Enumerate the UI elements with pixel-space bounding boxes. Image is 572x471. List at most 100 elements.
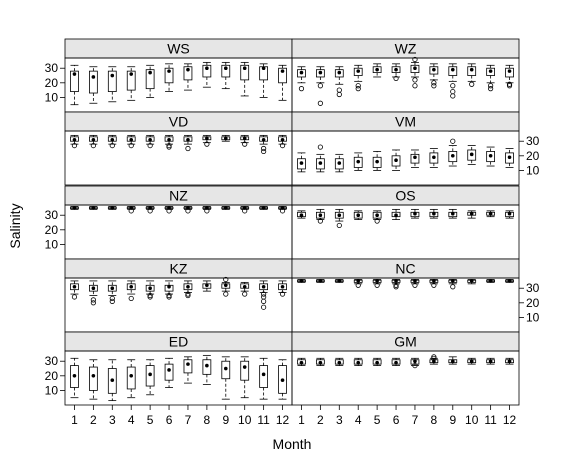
- median-dot: [261, 206, 266, 210]
- median-dot: [242, 136, 247, 141]
- panel-frame: [64, 277, 293, 333]
- box-body: [259, 365, 268, 388]
- median-dot: [432, 67, 436, 72]
- outlier-point: [147, 294, 153, 300]
- median-dot: [129, 374, 134, 378]
- outlier-point: [185, 145, 191, 152]
- outlier-point: [431, 355, 437, 361]
- outlier-point: [336, 91, 342, 98]
- x-tick-label: 4: [355, 413, 362, 427]
- outlier-point: [393, 282, 399, 288]
- outlier-point: [185, 208, 191, 214]
- outlier-point: [223, 276, 229, 283]
- median-dot: [356, 279, 361, 283]
- outlier-point: [393, 75, 399, 82]
- median-dot: [356, 213, 361, 218]
- panel-frame: [291, 204, 520, 260]
- median-dot: [110, 137, 115, 142]
- median-dot: [280, 137, 285, 142]
- y-tick-label: 10: [45, 383, 59, 397]
- outlier-point: [450, 138, 456, 144]
- outlier-point: [355, 282, 361, 288]
- x-tick-label: 11: [257, 413, 270, 427]
- outlier-point: [450, 83, 456, 89]
- median-dot: [394, 360, 398, 365]
- y-tick-label: 10: [526, 310, 540, 324]
- median-dot: [205, 363, 209, 368]
- median-dot: [148, 286, 152, 291]
- box-body: [89, 70, 98, 94]
- outlier-point: [317, 83, 323, 89]
- outlier-point: [223, 291, 229, 297]
- y-tick-label: 10: [526, 163, 540, 177]
- outlier-point: [90, 300, 96, 306]
- median-dot: [186, 137, 190, 142]
- outlier-point: [71, 142, 78, 149]
- outlier-point: [166, 142, 172, 149]
- x-tick-label: 3: [336, 413, 343, 427]
- median-dot: [223, 283, 228, 288]
- median-dot: [394, 158, 398, 162]
- median-dot: [469, 211, 474, 216]
- median-dot: [167, 69, 171, 73]
- outlier-point: [147, 142, 153, 149]
- y-tick-label: 30: [45, 354, 59, 368]
- outlier-point: [109, 298, 115, 304]
- median-dot: [167, 284, 171, 289]
- median-dot: [91, 286, 96, 291]
- y-tick-label: 20: [45, 223, 59, 237]
- outlier-point: [166, 144, 172, 150]
- panel-title: WS: [167, 41, 190, 57]
- median-dot: [356, 159, 361, 164]
- outlier-point: [450, 93, 456, 99]
- median-dot: [242, 365, 247, 369]
- panel-frame: [64, 57, 293, 113]
- panel-frame: [291, 277, 520, 333]
- median-dot: [280, 378, 285, 382]
- panel-title: KZ: [170, 261, 188, 277]
- x-tick-label: 3: [109, 413, 116, 427]
- outlier-point: [109, 295, 115, 302]
- box-body: [278, 67, 287, 84]
- median-dot: [507, 155, 512, 160]
- median-dot: [432, 279, 436, 283]
- median-dot: [299, 279, 304, 283]
- median-dot: [299, 360, 304, 365]
- outlier-point: [128, 142, 134, 149]
- outlier-point: [90, 297, 96, 303]
- median-dot: [488, 279, 493, 283]
- median-dot: [205, 283, 209, 288]
- x-tick-label: 5: [147, 413, 154, 427]
- outlier-point: [279, 142, 286, 149]
- median-dot: [280, 284, 285, 289]
- box-body: [70, 70, 79, 92]
- median-dot: [375, 279, 379, 283]
- outlier-point: [279, 291, 286, 297]
- median-dot: [469, 279, 474, 283]
- median-dot: [223, 66, 228, 71]
- median-dot: [91, 75, 96, 79]
- outlier-point: [374, 218, 380, 224]
- panel-title: NZ: [169, 188, 188, 204]
- outlier-point: [431, 83, 437, 89]
- median-dot: [91, 374, 96, 378]
- median-dot: [375, 360, 379, 365]
- outlier-point: [166, 294, 172, 300]
- median-dot: [148, 137, 152, 142]
- median-dot: [318, 70, 323, 75]
- y-axis-label: Salinity: [7, 203, 23, 248]
- panel-title: WZ: [395, 41, 417, 57]
- median-dot: [261, 66, 266, 71]
- outlier-point: [412, 362, 418, 369]
- box-body: [164, 363, 174, 381]
- median-dot: [488, 69, 493, 73]
- x-tick-label: 8: [431, 413, 438, 427]
- median-dot: [413, 359, 417, 364]
- median-dot: [356, 360, 361, 365]
- x-tick-label: 7: [185, 413, 192, 427]
- panel-title: VM: [395, 114, 416, 130]
- median-dot: [507, 69, 512, 73]
- x-tick-label: 6: [166, 413, 173, 427]
- median-dot: [72, 284, 77, 289]
- median-dot: [507, 359, 512, 364]
